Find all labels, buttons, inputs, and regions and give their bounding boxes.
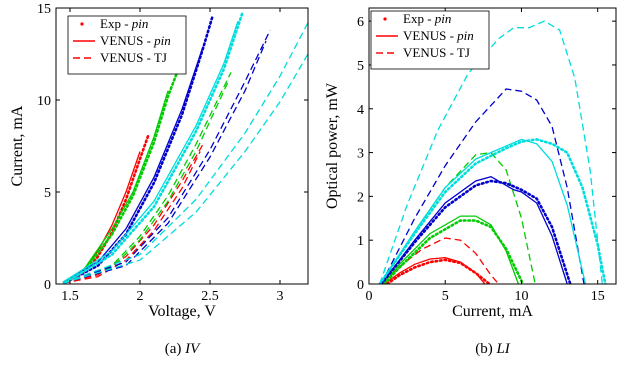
panel-iv: 1.5 2 2.5 3 0 5 10 15 Voltage, V Current, mA (a) I…: [9, 2, 309, 357]
x-tick-label: 3: [277, 289, 284, 304]
series-line-7: [62, 81, 229, 284]
series-group: [62, 12, 308, 284]
x-axis-label: Voltage, V: [148, 303, 216, 320]
y-tick-label: 1: [357, 234, 364, 249]
x-tick-label: 0: [366, 289, 373, 304]
legend-marker: [80, 22, 84, 26]
series-line-5: [64, 65, 181, 284]
series-line-3: [62, 151, 201, 284]
panel-caption: (a) IV: [165, 341, 201, 357]
series-line-11: [62, 40, 267, 284]
series-line-1: [385, 258, 491, 284]
y-tick-label: 5: [357, 59, 364, 74]
legend-label: VENUS - TJ: [403, 45, 470, 60]
series-line-9: [379, 138, 587, 284]
series-line-4: [382, 219, 525, 284]
y-tick-label: 6: [357, 15, 364, 30]
axes-box: [55, 7, 309, 285]
legend-box: [370, 10, 490, 70]
series-line-11: [379, 20, 603, 284]
series-line-14: [62, 22, 308, 284]
axes-box: [368, 7, 617, 285]
y-tick-label: 2: [357, 190, 364, 205]
x-axis-label: Current, mA: [452, 303, 533, 320]
legend-label: VENUS - pin: [403, 28, 474, 43]
y-axis-label: Current, mA: [9, 105, 26, 186]
x-tick-label: 2.5: [201, 289, 219, 304]
x-tick-label: 15: [591, 289, 605, 304]
y-tick-label: 15: [37, 2, 51, 17]
y-tick-label: 3: [357, 147, 364, 162]
series-line-8: [380, 88, 585, 284]
x-tick-label: 5: [442, 289, 449, 304]
legend-label: Exp - pin: [100, 16, 148, 31]
panel-caption: (b) LI: [475, 341, 511, 357]
y-tick-label: 0: [44, 278, 51, 293]
legend: Exp - pin VENUS - pin VENUS - TJ: [370, 10, 490, 70]
series-line-6: [380, 176, 568, 284]
series-line-15: [62, 53, 308, 284]
legend-label: Exp - pin: [403, 11, 451, 26]
series-line-7: [379, 179, 572, 284]
legend-label: VENUS - TJ: [100, 50, 167, 65]
x-tick-label: 10: [514, 289, 528, 304]
series-line-1: [64, 133, 150, 284]
y-tick-label: 10: [37, 94, 51, 109]
y-tick-label: 5: [44, 186, 51, 201]
series-line-9: [64, 14, 215, 284]
legend: Exp - pin VENUS - pin VENUS - TJ: [67, 15, 187, 75]
legend-marker: [383, 17, 387, 21]
series-line-2: [62, 143, 204, 284]
x-tick-label: 2: [137, 289, 144, 304]
legend-label: VENUS - pin: [100, 33, 171, 48]
series-line-12: [62, 20, 239, 283]
y-tick-label: 4: [357, 103, 364, 118]
series-line-6: [62, 72, 232, 284]
series-line-2: [382, 237, 500, 284]
x-tick-label: 1.5: [61, 289, 79, 304]
series-line-10: [62, 29, 271, 284]
series-group: [378, 20, 607, 284]
series-line-10: [378, 138, 607, 284]
y-axis-label: Optical power, mW: [324, 82, 341, 209]
legend-box: [67, 15, 187, 75]
panel-li: 0 5 10 15 0 1 2 3 4 5 6 Current, mA Optical power, m…: [324, 7, 617, 357]
series-line-13: [64, 12, 244, 284]
y-tick-label: 0: [357, 278, 364, 293]
